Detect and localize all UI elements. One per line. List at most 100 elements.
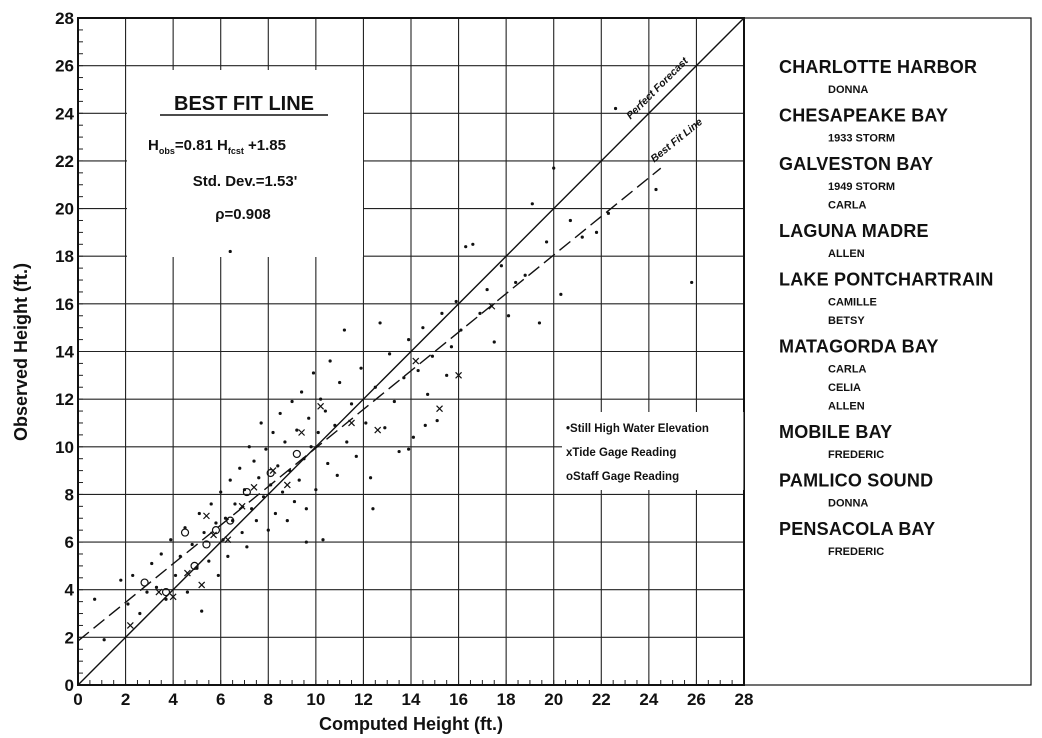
- still-high-water-point: [209, 502, 213, 506]
- still-high-water-point: [159, 552, 163, 556]
- x-tick-label: 4: [168, 690, 178, 709]
- storm-name: 1933 STORM: [828, 133, 895, 145]
- still-high-water-point: [266, 528, 270, 532]
- staff-gage-point: [292, 449, 301, 459]
- x-axis-title: Computed Height (ft.): [319, 714, 503, 734]
- still-high-water-point: [292, 499, 297, 504]
- tide-gage-point: [155, 588, 163, 596]
- still-high-water-point: [568, 218, 572, 223]
- still-high-water-point: [416, 368, 420, 373]
- still-high-water-point: [392, 399, 396, 404]
- location-legend: CHARLOTTE HARBOR DONNA CHESAPEAKE BAY 1933 …: [779, 57, 993, 558]
- still-high-water-point: [354, 454, 358, 458]
- tide-gage-point: [298, 429, 306, 436]
- y-tick-label: 12: [55, 390, 74, 409]
- still-high-water-point: [323, 409, 327, 413]
- tide-gage-point: [203, 512, 210, 520]
- still-high-water-point: [138, 611, 142, 616]
- still-high-water-point: [309, 445, 313, 449]
- still-high-water-point: [271, 430, 275, 435]
- x-tick-label: 12: [354, 690, 373, 709]
- tide-gage-point: [455, 371, 462, 379]
- storm-name: FREDERIC: [828, 449, 884, 461]
- still-high-water-point: [499, 264, 503, 268]
- still-high-water-point: [264, 447, 268, 451]
- y-tick-label: 24: [55, 104, 74, 123]
- still-high-water-point: [202, 530, 206, 535]
- tide-gage-stroke: [155, 588, 163, 596]
- still-high-water-point: [371, 507, 375, 511]
- tide-gage-point: [283, 481, 291, 489]
- tide-gage-point: [224, 536, 232, 544]
- still-high-water-point: [449, 345, 454, 349]
- x-tick-labels: 0 2 4 6 8 10 12 14 16 18 20 22 24 26 28: [73, 690, 753, 709]
- best-fit-line: [77, 167, 662, 642]
- still-high-water-point: [464, 245, 468, 249]
- still-high-water-point: [145, 590, 149, 594]
- still-high-water-point: [492, 340, 496, 344]
- still-high-water-point: [544, 240, 549, 244]
- y-tick-label: 0: [65, 676, 74, 695]
- tide-gage-point: [348, 419, 355, 427]
- still-high-water-point: [154, 585, 159, 589]
- tide-gage-stroke: [169, 593, 177, 601]
- still-high-water-point: [207, 559, 211, 563]
- still-high-water-point: [295, 428, 299, 432]
- x-tick-label: 26: [687, 690, 706, 709]
- tide-gage-stroke: [317, 402, 325, 410]
- tide-gage-stroke: [250, 483, 258, 491]
- still-high-water-point: [269, 483, 273, 487]
- tide-gage-point: [198, 581, 206, 589]
- storm-name: CELIA: [828, 382, 861, 394]
- still-high-water-point: [342, 328, 346, 332]
- location-name: PAMLICO SOUND: [779, 471, 933, 491]
- still-high-water-point: [654, 187, 658, 192]
- still-high-water-point: [278, 411, 282, 416]
- still-high-water-point: [537, 321, 542, 325]
- tide-gage-point: [169, 593, 177, 601]
- staff-gage-point: [140, 578, 149, 587]
- still-high-water-point: [228, 478, 232, 482]
- tide-gage-stroke: [210, 531, 218, 539]
- tide-gage-stroke: [436, 405, 443, 413]
- tide-gage-point: [210, 531, 218, 539]
- location-name: PENSACOLA BAY: [779, 519, 935, 539]
- x-tick-label: 14: [402, 690, 421, 709]
- tide-gage-stroke: [488, 302, 496, 310]
- still-high-water-point: [226, 554, 230, 558]
- tide-gage-point: [412, 357, 420, 365]
- still-high-water-point: [261, 495, 266, 499]
- still-high-water-point: [259, 421, 263, 425]
- storm-name: DONNA: [828, 84, 868, 96]
- still-high-water-point: [173, 573, 178, 578]
- y-tick-label: 10: [55, 438, 74, 457]
- tide-gage-stroke: [203, 512, 210, 520]
- still-high-water-point: [485, 287, 489, 292]
- staff-gage-point: [266, 468, 275, 478]
- still-high-water-point: [245, 545, 249, 549]
- still-high-water-point: [197, 511, 201, 516]
- marker-legend-item: oStaff Gage Reading: [566, 471, 679, 483]
- still-high-water-point: [319, 397, 323, 401]
- still-high-water-point: [200, 609, 204, 613]
- y-tick-label: 28: [55, 9, 74, 28]
- still-high-water-point: [407, 337, 411, 342]
- tide-gage-point: [317, 402, 325, 410]
- location-name: CHESAPEAKE BAY: [779, 106, 948, 126]
- storm-name: CARLA: [828, 364, 867, 376]
- still-high-water-point: [307, 416, 311, 420]
- tide-gage-stroke: [374, 426, 382, 434]
- still-high-water-point: [233, 502, 237, 506]
- still-high-water-point: [214, 521, 218, 525]
- still-high-water-point: [613, 106, 618, 111]
- still-high-water-point: [247, 445, 251, 449]
- best-fit-title: BEST FIT LINE: [174, 93, 314, 115]
- still-high-water-point: [407, 447, 411, 451]
- tide-gage-stroke: [238, 502, 246, 510]
- storm-name: ALLEN: [828, 248, 865, 260]
- still-high-water-point: [254, 519, 258, 523]
- x-tick-label: 18: [497, 690, 516, 709]
- still-high-water-point: [454, 299, 458, 304]
